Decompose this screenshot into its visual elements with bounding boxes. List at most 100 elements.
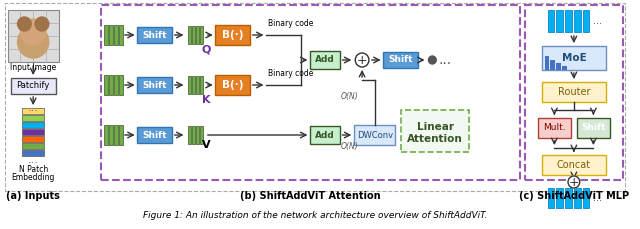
Text: ...: ... [438,53,452,67]
Bar [104,75,108,95]
Bar [401,110,470,152]
Bar [525,5,623,180]
Bar [114,25,118,45]
Bar [196,126,199,144]
Bar [5,3,625,191]
Text: Figure 1: An illustration of the network architecture overview of ShiftAddViT.: Figure 1: An illustration of the network… [143,212,488,221]
Bar [355,125,396,145]
Text: Binary code: Binary code [268,19,314,27]
Bar [22,136,44,142]
Circle shape [20,19,46,45]
Text: MoE: MoE [561,53,586,63]
Text: DWConv: DWConv [356,131,393,139]
Text: ...: ... [593,16,602,26]
Bar [11,78,56,94]
Bar [188,76,191,94]
Text: +: + [356,54,367,66]
Bar [192,126,195,144]
Bar [548,188,554,208]
Text: O(N): O(N) [340,93,358,101]
Text: Embedding: Embedding [12,172,55,182]
Text: Binary code: Binary code [268,68,314,77]
Bar [214,75,250,95]
Bar [119,25,123,45]
Text: ...: ... [28,155,38,165]
Text: Shift: Shift [388,55,412,65]
Bar [383,52,418,68]
Bar [114,75,118,95]
Text: Shift: Shift [581,123,605,133]
Bar [556,188,563,208]
Bar [192,26,195,44]
Bar [188,126,191,144]
Text: Patchify: Patchify [17,82,50,90]
Text: Input Image: Input Image [10,63,56,71]
Bar [136,27,172,43]
Text: Q: Q [201,45,211,55]
Bar [109,75,113,95]
Bar [550,60,556,70]
Bar [119,125,123,145]
Text: ...: ... [28,103,38,113]
Bar [22,143,44,149]
Bar [565,188,572,208]
Text: Add: Add [315,55,335,65]
Bar [310,126,340,144]
Bar [192,76,195,94]
Text: Shift: Shift [142,30,166,39]
Bar [556,63,561,70]
Bar [310,51,340,69]
Circle shape [17,26,49,58]
Circle shape [35,17,49,31]
Bar [538,118,571,138]
Bar [196,26,199,44]
Bar [22,108,44,114]
Bar [109,125,113,145]
Bar [100,5,520,180]
Bar [136,127,172,143]
Bar [548,10,554,32]
Circle shape [17,17,31,31]
Bar [541,155,606,175]
Bar [22,115,44,121]
Bar [574,188,580,208]
Circle shape [428,56,436,64]
Bar [545,56,550,70]
Text: V: V [202,140,210,150]
Bar [541,82,606,102]
Text: Attention: Attention [408,134,463,144]
Text: Mult.: Mult. [543,123,566,133]
Bar [104,125,108,145]
Bar [200,76,203,94]
Text: B(·): B(·) [221,80,243,90]
Text: ...: ... [593,193,602,203]
Text: O(N): O(N) [340,142,358,152]
Bar [565,10,572,32]
Bar [109,25,113,45]
Text: K: K [202,95,210,105]
Text: (a) Inputs: (a) Inputs [6,191,60,201]
Bar [8,10,58,62]
Bar [196,76,199,94]
Text: Shift: Shift [142,81,166,90]
Bar [582,188,589,208]
Bar [541,46,606,70]
Text: (b) ShiftAddViT Attention: (b) ShiftAddViT Attention [240,191,381,201]
Bar [562,66,567,70]
Text: +: + [568,175,579,188]
Text: B(·): B(·) [221,30,243,40]
Bar [136,77,172,93]
Bar [119,75,123,95]
Bar [214,25,250,45]
Bar [22,129,44,135]
Text: N Patch: N Patch [19,166,48,174]
Bar [582,10,589,32]
Bar [22,150,44,156]
Bar [200,126,203,144]
Bar [114,125,118,145]
Text: Linear: Linear [417,122,454,132]
Circle shape [355,53,369,67]
Bar [104,25,108,45]
Bar [200,26,203,44]
Text: Add: Add [315,131,335,139]
